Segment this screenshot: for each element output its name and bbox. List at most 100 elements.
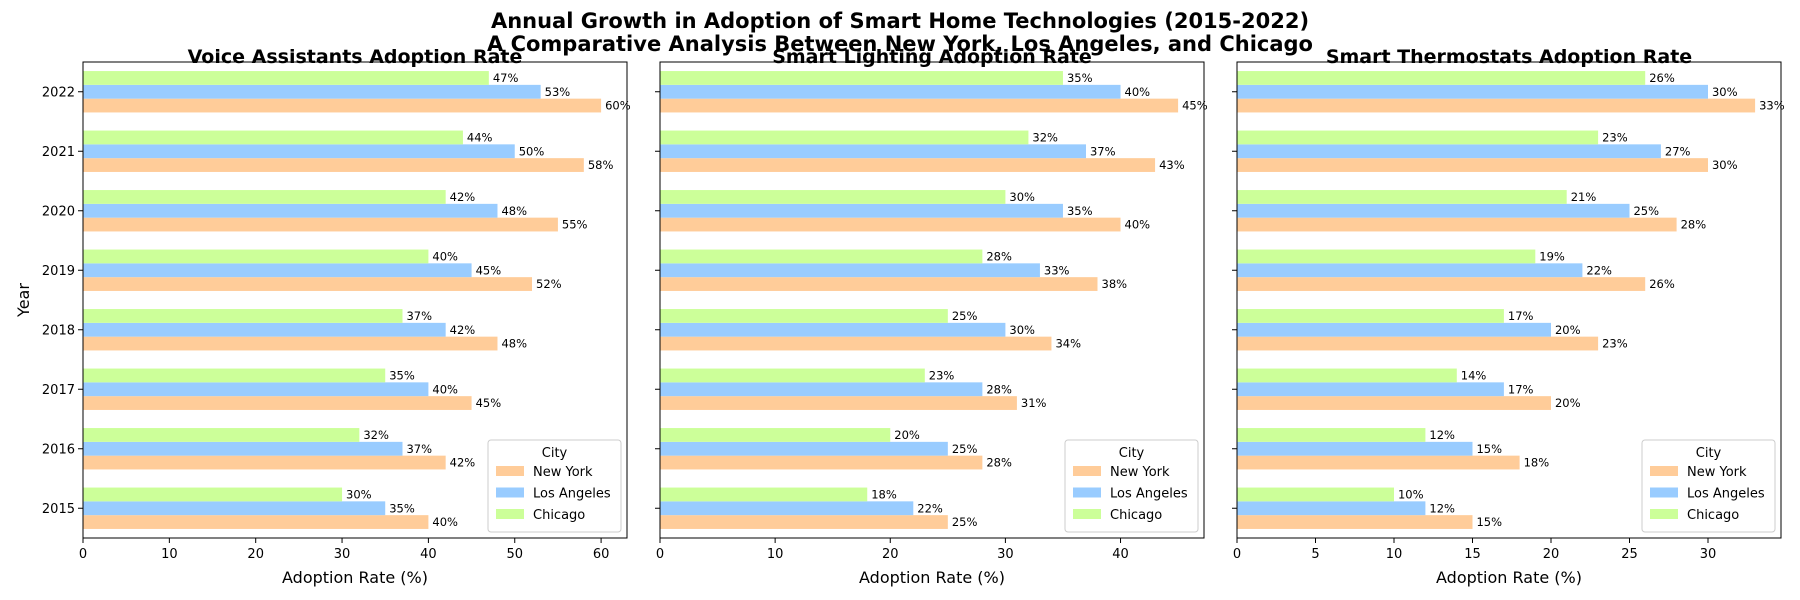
data-label: 33% [1044, 263, 1070, 277]
x-tick-label: 30 [997, 547, 1014, 562]
y-tick-label: 2017 [42, 383, 75, 398]
data-label: 40% [432, 515, 458, 529]
data-label: 28% [1681, 218, 1707, 232]
bar [660, 98, 1179, 113]
bar [83, 130, 463, 145]
bar [1237, 515, 1473, 529]
data-label: 12% [1429, 428, 1455, 442]
data-label: 30% [1009, 190, 1035, 204]
data-label: 22% [1586, 263, 1612, 277]
bar [1237, 382, 1504, 397]
x-tick-label: 25 [1621, 547, 1638, 562]
data-label: 45% [476, 396, 502, 410]
axes-frame [659, 61, 1205, 539]
bar [660, 158, 1156, 172]
data-label: 33% [1759, 99, 1785, 113]
data-label: 40% [1125, 85, 1151, 99]
data-label: 37% [406, 442, 432, 456]
data-label: 28% [986, 249, 1012, 263]
y-tick-label: 2015 [42, 502, 75, 517]
legend-entry: Chicago [1687, 508, 1739, 523]
bar [83, 98, 602, 113]
bar [1237, 487, 1394, 502]
bar [83, 428, 360, 442]
x-tick-label: 10 [1386, 547, 1403, 562]
bar [83, 382, 429, 397]
data-label: 42% [450, 456, 476, 470]
legend-entry: Los Angeles [533, 487, 611, 502]
bar [1237, 322, 1551, 337]
x-axis-label: Adoption Rate (%) [859, 568, 1005, 587]
bar [1237, 203, 1630, 218]
data-label: 53% [545, 85, 571, 99]
data-label: 45% [1182, 99, 1208, 113]
legend-swatch [1650, 487, 1678, 498]
data-label: 18% [1524, 456, 1550, 470]
legend-swatch [1650, 466, 1678, 476]
data-label: 25% [952, 515, 978, 529]
legend-title: City [1119, 446, 1145, 461]
bar [1237, 441, 1473, 456]
data-label: 28% [986, 382, 1012, 396]
data-label: 10% [1398, 487, 1424, 501]
data-label: 26% [1649, 277, 1675, 291]
legend-entry: Los Angeles [1687, 487, 1765, 502]
bar [83, 84, 541, 99]
bar [660, 217, 1121, 232]
x-tick-label: 15 [1464, 547, 1481, 562]
legend-title: City [542, 446, 568, 461]
bar [660, 71, 1063, 85]
data-label: 44% [467, 130, 493, 144]
bar [83, 455, 446, 470]
bar [83, 190, 446, 204]
data-label: 47% [493, 71, 519, 85]
bar [83, 396, 472, 410]
data-label: 31% [1021, 396, 1047, 410]
bar [83, 441, 403, 456]
data-label: 20% [1555, 396, 1581, 410]
data-label: 35% [389, 501, 415, 515]
x-tick-label: 20 [1543, 547, 1560, 562]
panel-title: Voice Assistants Adoption Rate [188, 46, 523, 68]
bar [1237, 336, 1599, 351]
x-tick-label: 10 [161, 547, 178, 562]
bar [83, 217, 558, 232]
x-tick-label: 20 [247, 547, 264, 562]
bar [660, 501, 914, 516]
legend-entry: New York [533, 465, 593, 480]
data-label: 14% [1461, 368, 1487, 382]
data-label: 27% [1665, 144, 1691, 158]
bar [1237, 428, 1426, 442]
figure-title-line1: Annual Growth in Adoption of Smart Home … [491, 9, 1309, 33]
x-tick-label: 30 [334, 547, 351, 562]
bar [83, 368, 386, 383]
data-label: 19% [1539, 249, 1565, 263]
data-label: 48% [501, 204, 527, 218]
x-tick-label: 50 [506, 547, 523, 562]
x-axis-label: Adoption Rate (%) [282, 568, 428, 587]
data-label: 15% [1476, 442, 1502, 456]
bar [1237, 396, 1551, 410]
legend-swatch [496, 466, 524, 476]
bar [1237, 309, 1504, 323]
bar [660, 455, 983, 470]
data-label: 25% [952, 309, 978, 323]
bar [83, 277, 533, 291]
figure-title-line2: A Comparative Analysis Between New York,… [487, 32, 1313, 56]
bar [660, 84, 1121, 99]
bar [83, 501, 386, 516]
x-tick-label: 0 [1233, 547, 1241, 562]
bar [660, 309, 948, 323]
panel-title: Smart Thermostats Adoption Rate [1326, 46, 1692, 68]
bar [1237, 217, 1677, 232]
legend-entry: New York [1110, 465, 1170, 480]
data-label: 20% [894, 428, 920, 442]
bar [660, 396, 1017, 410]
bar [83, 249, 429, 264]
bar [660, 368, 925, 383]
bar [660, 382, 983, 397]
bar [1237, 263, 1583, 278]
data-label: 50% [519, 144, 545, 158]
bar [83, 322, 446, 337]
